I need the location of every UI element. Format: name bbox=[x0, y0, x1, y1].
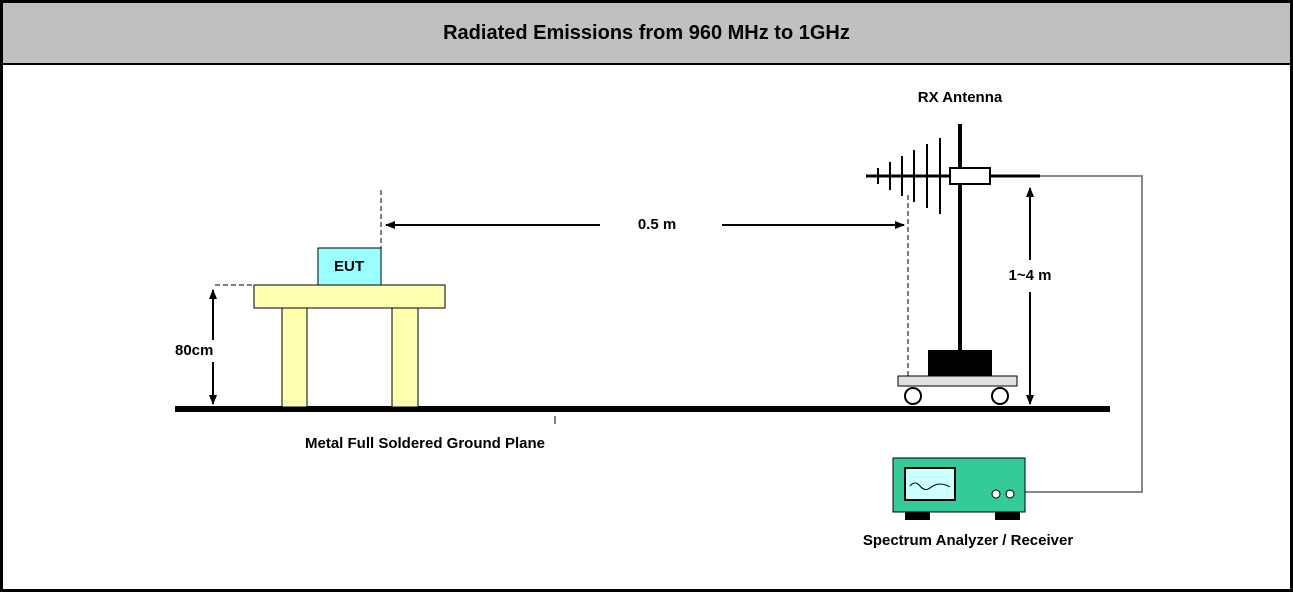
antenna-label: RX Antenna bbox=[918, 89, 1003, 106]
wheel bbox=[904, 387, 922, 405]
cable bbox=[1022, 175, 1143, 493]
trace bbox=[909, 482, 951, 491]
receiver-label: Spectrum Analyzer / Receiver bbox=[863, 532, 1074, 549]
header-title: Radiated Emissions from 960 MHz to 1GHz bbox=[3, 3, 1290, 65]
knob bbox=[1005, 489, 1015, 499]
wheel bbox=[991, 387, 1009, 405]
antenna-elements bbox=[877, 138, 941, 214]
analyzer-screen bbox=[904, 467, 956, 501]
table-leg bbox=[281, 307, 308, 408]
mast-base bbox=[928, 350, 992, 376]
eut-box bbox=[317, 247, 382, 286]
table-height-label: 80cm bbox=[175, 342, 213, 359]
foot bbox=[905, 511, 930, 520]
eut-label: EUT bbox=[334, 258, 364, 275]
height-range-label: 1~4 m bbox=[1009, 267, 1052, 284]
cart bbox=[897, 375, 1018, 387]
balun bbox=[949, 167, 991, 185]
ground-plane-label: Metal Full Soldered Ground Plane bbox=[305, 435, 545, 452]
knob bbox=[991, 489, 1001, 499]
table-top bbox=[253, 284, 446, 309]
distance-label: 0.5 m bbox=[638, 216, 676, 233]
table-leg bbox=[391, 307, 419, 408]
foot bbox=[995, 511, 1020, 520]
